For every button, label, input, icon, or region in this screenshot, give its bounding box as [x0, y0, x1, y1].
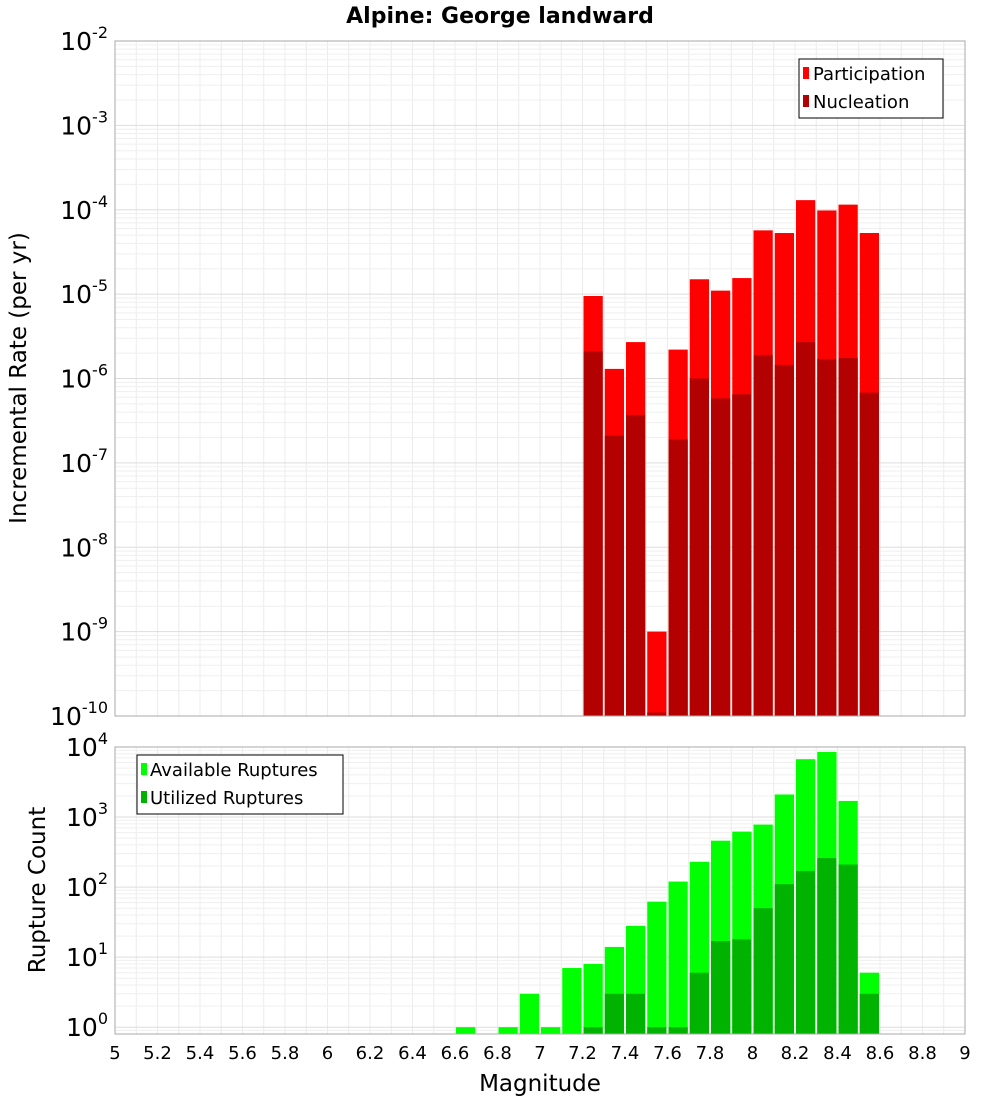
- top-plot-frame: [114, 40, 966, 717]
- top-bars: [583, 200, 879, 717]
- bar-utilized-ruptures: [647, 1027, 667, 1034]
- bar-nucleation: [583, 351, 603, 716]
- x-tick-label: 8.8: [908, 1043, 937, 1064]
- bar-nucleation: [859, 392, 879, 716]
- x-tick-label: 8.6: [866, 1043, 895, 1064]
- bar-available-ruptures: [647, 901, 667, 1034]
- top-y-tick-label: 10-7: [60, 445, 108, 478]
- bar-available-ruptures: [562, 968, 582, 1034]
- x-axis-label: Magnitude: [479, 1071, 601, 1097]
- bar-nucleation: [838, 357, 858, 716]
- bar-utilized-ruptures: [604, 993, 624, 1034]
- bar-nucleation: [732, 394, 752, 716]
- top-legend-box: [798, 58, 944, 119]
- bottom-y-tick-label: 101: [66, 939, 108, 972]
- bar-nucleation: [668, 439, 688, 716]
- bar-available-ruptures: [541, 1027, 561, 1034]
- x-tick-label: 7.4: [611, 1043, 640, 1064]
- legend-swatch-utilized-ruptures: [141, 791, 147, 803]
- x-tick-label: 8: [747, 1043, 758, 1064]
- bar-available-ruptures: [583, 963, 603, 1034]
- bar-utilized-ruptures: [583, 1027, 603, 1034]
- x-tick-label: 7: [534, 1043, 545, 1064]
- x-tick-label: 5.2: [143, 1043, 172, 1064]
- bar-utilized-ruptures: [838, 864, 858, 1034]
- x-tick-label: 7.6: [653, 1043, 682, 1064]
- bar-nucleation: [604, 435, 624, 716]
- x-tick-label: 6.2: [356, 1043, 385, 1064]
- bar-utilized-ruptures: [753, 908, 773, 1034]
- x-tick-labels: 5 5.2 5.4 5.6 5.8 6 6.2 6.4 6.6 6.8 7 7.2 7.4 7.6 7.8 8…: [109, 1043, 970, 1064]
- top-panel: 10-10 10-9 10-8 10-7 10-6 10-5 10-4 10-3 10-2 In…: [6, 23, 966, 731]
- top-legend: Participation Nucleation: [798, 58, 944, 119]
- bar-nucleation: [647, 712, 667, 716]
- bottom-y-tick-label: 100: [66, 1009, 108, 1042]
- bar-nucleation: [626, 414, 646, 716]
- bottom-plot-frame: [114, 746, 966, 1035]
- bottom-legend: Available Ruptures Utilized Ruptures: [136, 754, 344, 815]
- bottom-panel: 100 101 102 103 104 Rupture Count Available …: [25, 729, 966, 1042]
- bar-nucleation: [753, 354, 773, 716]
- top-y-tick-label: 10-9: [60, 614, 108, 647]
- top-y-tick-label: 10-3: [60, 107, 108, 140]
- bar-available-ruptures: [668, 881, 688, 1034]
- legend-swatch-nucleation: [803, 95, 809, 107]
- bar-utilized-ruptures: [859, 993, 879, 1034]
- legend-label-participation: Participation: [813, 64, 925, 85]
- x-tick-label: 6.4: [398, 1043, 427, 1064]
- x-tick-label: 7.2: [568, 1043, 597, 1064]
- chart-title: Alpine: George landward: [346, 4, 654, 29]
- bar-utilized-ruptures: [796, 870, 816, 1034]
- bar-nucleation: [711, 398, 731, 716]
- top-grid: [114, 41, 966, 717]
- x-tick-label: 8.4: [823, 1043, 852, 1064]
- x-tick-label: 5.8: [271, 1043, 300, 1064]
- bar-utilized-ruptures: [626, 993, 646, 1034]
- bottom-bars: [456, 751, 879, 1034]
- bottom-y-tick-label: 102: [66, 869, 108, 902]
- bottom-y-tick-label: 103: [66, 799, 108, 832]
- bar-utilized-ruptures: [817, 858, 837, 1034]
- top-y-tick-label: 10-4: [60, 192, 108, 225]
- bar-nucleation: [796, 342, 816, 716]
- legend-swatch-available-ruptures: [141, 763, 147, 775]
- bottom-y-tick-label: 104: [66, 729, 108, 762]
- x-tick-label: 5: [109, 1043, 120, 1064]
- x-tick-label: 8.2: [781, 1043, 810, 1064]
- bottom-legend-box: [136, 754, 344, 815]
- bottom-y-tick-labels: 100 101 102 103 104: [66, 729, 108, 1042]
- bottom-y-axis-label: Rupture Count: [25, 807, 51, 973]
- top-y-tick-label: 10-10: [50, 698, 108, 731]
- bar-utilized-ruptures: [711, 941, 731, 1034]
- x-tick-label: 5.6: [228, 1043, 257, 1064]
- legend-label-nucleation: Nucleation: [813, 92, 909, 113]
- top-y-axis-label: Incremental Rate (per yr): [6, 232, 32, 524]
- bar-nucleation: [817, 359, 837, 716]
- bar-nucleation: [689, 378, 709, 716]
- bar-available-ruptures: [456, 1027, 476, 1034]
- x-tick-label: 6.8: [483, 1043, 512, 1064]
- top-y-tick-labels: 10-10 10-9 10-8 10-7 10-6 10-5 10-4 10-3 10-2: [50, 23, 108, 731]
- legend-label-available-ruptures: Available Ruptures: [150, 760, 318, 781]
- bar-available-ruptures: [519, 993, 539, 1034]
- bar-utilized-ruptures: [668, 1027, 688, 1034]
- legend-swatch-participation: [803, 67, 809, 79]
- bar-participation: [647, 631, 667, 716]
- bar-available-ruptures: [498, 1027, 518, 1034]
- x-tick-label: 6: [322, 1043, 333, 1064]
- x-tick-label: 5.4: [186, 1043, 215, 1064]
- top-y-tick-label: 10-8: [60, 529, 108, 562]
- x-tick-label: 7.8: [696, 1043, 725, 1064]
- bar-nucleation: [774, 364, 794, 716]
- top-y-tick-label: 10-6: [60, 361, 108, 394]
- top-y-tick-label: 10-2: [60, 23, 108, 56]
- bar-utilized-ruptures: [732, 939, 752, 1034]
- x-tick-label: 6.6: [441, 1043, 470, 1064]
- bar-utilized-ruptures: [689, 972, 709, 1034]
- legend-label-utilized-ruptures: Utilized Ruptures: [150, 788, 303, 809]
- x-tick-label: 9: [959, 1043, 970, 1064]
- bar-utilized-ruptures: [774, 884, 794, 1034]
- top-y-tick-label: 10-5: [60, 276, 108, 309]
